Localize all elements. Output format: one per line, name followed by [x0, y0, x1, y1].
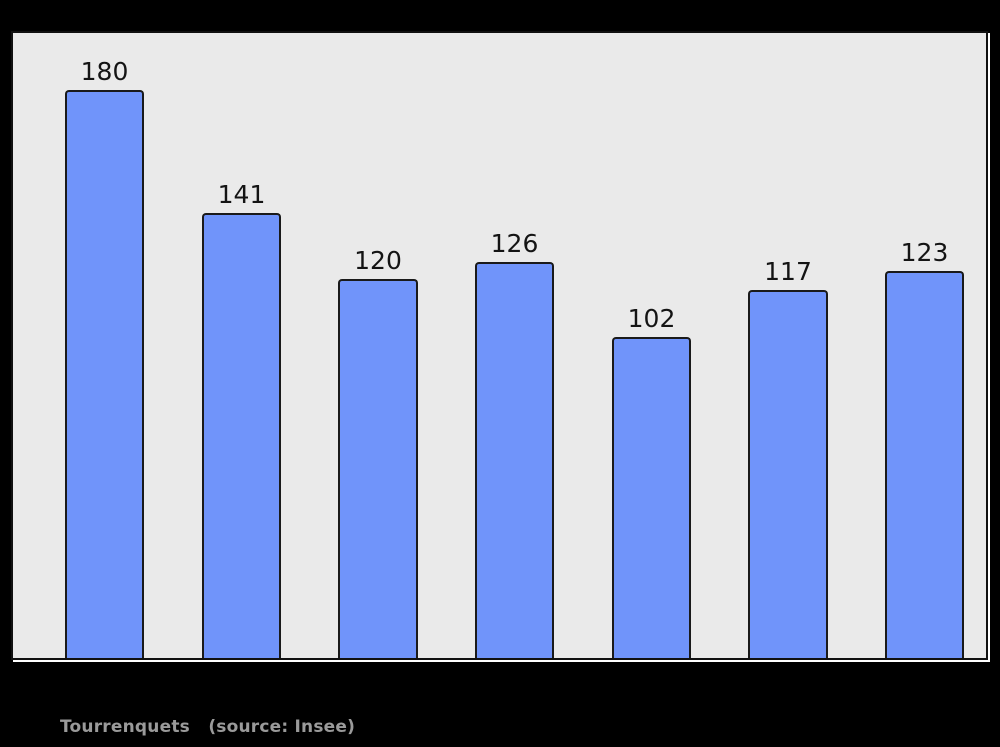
bar[interactable]	[612, 337, 691, 658]
bar-group: 141	[202, 182, 281, 658]
bar[interactable]	[338, 279, 418, 658]
bar-group: 120	[338, 248, 418, 658]
bar[interactable]	[202, 213, 281, 658]
bar[interactable]	[885, 271, 964, 658]
bar-value-label: 120	[354, 246, 402, 275]
bar-value-label: 117	[764, 257, 812, 286]
bar-value-label: 180	[80, 57, 129, 86]
bar-value-label: 123	[900, 238, 949, 267]
chart-caption: Tourrenquets (source: Insee)	[60, 717, 356, 737]
bar-group: 102	[612, 306, 691, 658]
bar-group: 123	[885, 240, 964, 658]
bar-value-label: 141	[217, 180, 266, 209]
plot-area: 180 141 120 126 102 117 123	[13, 33, 986, 658]
bar-value-label: 102	[627, 304, 676, 333]
chart-frame: 180 141 120 126 102 117 123	[11, 31, 988, 660]
bar-group: 180	[65, 59, 144, 658]
bar-value-label: 126	[490, 229, 539, 258]
bar[interactable]	[475, 262, 554, 658]
bar-group: 126	[475, 231, 554, 658]
bar[interactable]	[65, 90, 144, 658]
bar[interactable]	[748, 290, 828, 658]
bar-group: 117	[748, 259, 828, 658]
